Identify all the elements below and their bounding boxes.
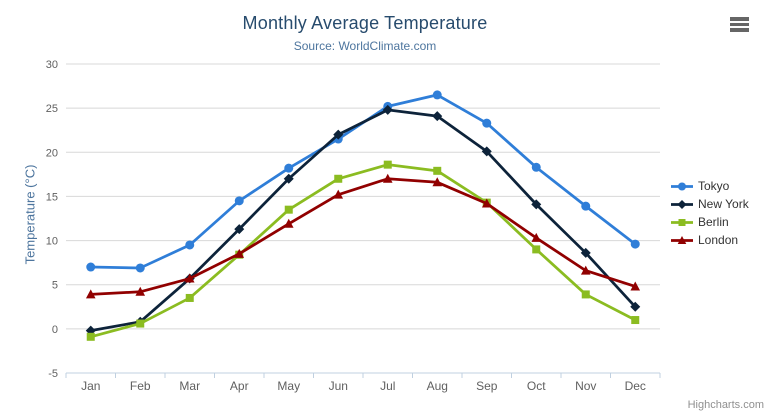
data-point-berlin[interactable]	[532, 245, 541, 254]
legend-label: London	[698, 233, 739, 247]
data-point-berlin[interactable]	[631, 316, 640, 325]
hamburger-icon	[730, 17, 749, 21]
data-point-london[interactable]	[580, 265, 591, 275]
legend-symbol-diamond-icon	[671, 199, 693, 209]
data-point-berlin[interactable]	[185, 293, 194, 302]
y-axis-tick-label: 10	[46, 236, 58, 248]
y-axis-tick-label: 25	[46, 103, 58, 115]
hamburger-icon	[730, 22, 749, 26]
data-point-new-york[interactable]	[481, 146, 492, 157]
export-menu-button[interactable]	[728, 15, 751, 34]
data-point-berlin[interactable]	[383, 160, 392, 169]
legend-label: Berlin	[698, 215, 729, 229]
x-axis-tick-label: Jul	[380, 379, 395, 393]
data-point-tokyo[interactable]	[630, 239, 640, 249]
data-point-berlin[interactable]	[284, 205, 293, 214]
data-point-london[interactable]	[234, 248, 245, 258]
x-axis-tick-label: Aug	[427, 379, 448, 393]
data-point-new-york[interactable]	[382, 104, 393, 115]
x-axis-tick-label: Jan	[81, 379, 100, 393]
data-point-london[interactable]	[630, 281, 641, 291]
x-axis-tick-label: Mar	[179, 379, 200, 393]
legend-item-tokyo[interactable]: Tokyo	[671, 177, 749, 195]
data-point-london[interactable]	[432, 177, 443, 187]
legend-symbol-triangle-icon	[671, 235, 693, 244]
y-axis-tick-label: 15	[46, 191, 58, 203]
data-point-tokyo[interactable]	[531, 162, 541, 172]
x-axis-tick-label: Feb	[130, 379, 151, 393]
legend-item-new-york[interactable]: New York	[671, 195, 749, 213]
data-point-london[interactable]	[85, 289, 96, 299]
legend-symbol-square-icon	[671, 218, 693, 226]
hamburger-icon	[730, 28, 749, 32]
chart-subtitle: Source: WorldClimate.com	[293, 39, 437, 53]
y-axis-title: Temperature (°C)	[22, 164, 38, 265]
x-axis-tick-label: Dec	[625, 379, 646, 393]
y-axis-tick-label: 30	[46, 59, 58, 71]
data-point-new-york[interactable]	[234, 224, 245, 235]
data-point-london[interactable]	[333, 189, 344, 199]
credits-link[interactable]: Highcharts.com	[687, 399, 764, 411]
legend-label: New York	[698, 197, 749, 211]
data-point-london[interactable]	[135, 286, 146, 296]
data-point-london[interactable]	[283, 218, 294, 228]
chart-title: Monthly Average Temperature	[242, 13, 488, 33]
legend-marker-new-york	[677, 199, 687, 209]
data-point-berlin[interactable]	[334, 174, 343, 183]
data-point-tokyo[interactable]	[234, 196, 244, 206]
data-point-new-york[interactable]	[630, 301, 641, 312]
x-axis-tick-label: Apr	[230, 379, 249, 393]
data-point-london[interactable]	[481, 198, 492, 208]
legend-label: Tokyo	[698, 179, 730, 193]
data-point-new-york[interactable]	[580, 247, 591, 258]
legend: Tokyo New York Berlin London	[671, 177, 749, 249]
x-axis-tick-label: Jun	[329, 379, 348, 393]
data-point-new-york[interactable]	[432, 111, 443, 122]
legend-item-berlin[interactable]: Berlin	[671, 213, 749, 231]
legend-marker-berlin	[678, 218, 686, 226]
y-axis-tick-label: -5	[48, 368, 58, 380]
data-point-tokyo[interactable]	[135, 263, 145, 273]
legend-symbol-circle-icon	[671, 182, 693, 190]
data-point-tokyo[interactable]	[482, 118, 492, 128]
data-point-tokyo[interactable]	[284, 163, 294, 173]
data-point-berlin[interactable]	[581, 290, 590, 299]
data-point-london[interactable]	[184, 273, 195, 283]
legend-marker-london	[677, 235, 687, 244]
data-point-new-york[interactable]	[531, 199, 542, 210]
data-point-tokyo[interactable]	[185, 240, 195, 250]
data-point-london[interactable]	[382, 173, 393, 183]
legend-marker-tokyo	[678, 182, 686, 190]
series-line-berlin	[89, 163, 637, 339]
data-point-new-york[interactable]	[283, 173, 294, 184]
x-axis-tick-label: Nov	[575, 379, 596, 393]
data-point-tokyo[interactable]	[432, 90, 442, 100]
y-axis-tick-label: 20	[46, 147, 58, 159]
series-line-new-york	[89, 108, 637, 332]
series-line-london	[89, 177, 637, 296]
data-point-new-york[interactable]	[333, 129, 344, 140]
x-axis-tick-label: Sep	[476, 379, 498, 393]
y-axis-tick-label: 0	[52, 324, 58, 336]
y-axis-tick-label: 5	[52, 280, 58, 292]
data-point-berlin[interactable]	[136, 319, 145, 328]
x-axis-tick-label: May	[277, 379, 300, 393]
data-point-berlin[interactable]	[433, 166, 442, 175]
data-point-tokyo[interactable]	[86, 262, 96, 272]
legend-item-london[interactable]: London	[671, 231, 749, 249]
data-point-tokyo[interactable]	[581, 201, 591, 211]
x-axis-tick-label: Oct	[527, 379, 546, 393]
data-point-london[interactable]	[531, 232, 542, 242]
data-point-berlin[interactable]	[86, 332, 95, 341]
